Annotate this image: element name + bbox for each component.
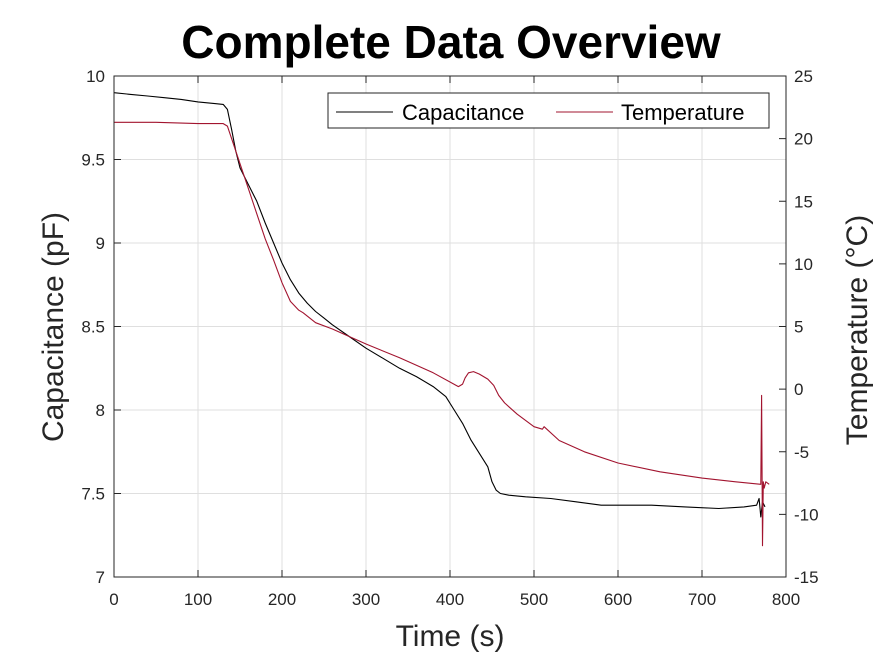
y-right-axis-ticks: -15 -10 -5 0 5 10 15 20 25 (779, 67, 819, 587)
chart-title: Complete Data Overview (181, 16, 721, 68)
y-left-tick-label: 9 (96, 234, 105, 253)
x-axis-ticks: 0 100 200 300 400 500 600 700 800 (109, 76, 800, 609)
x-tick-label: 600 (604, 590, 632, 609)
y-left-tick-label: 8 (96, 401, 105, 420)
x-tick-label: 400 (436, 590, 464, 609)
y-right-tick-label: 15 (794, 192, 813, 211)
legend-label-temperature: Temperature (621, 100, 745, 125)
y-left-tick-label: 9.5 (81, 151, 105, 170)
y-left-tick-label: 7 (96, 568, 105, 587)
x-tick-label: 500 (520, 590, 548, 609)
y-left-tick-label: 10 (86, 67, 105, 86)
y-right-tick-label: 0 (794, 380, 803, 399)
grid (114, 76, 786, 577)
y-right-tick-label: 20 (794, 130, 813, 149)
x-tick-label: 300 (352, 590, 380, 609)
y-right-axis-label: Temperature (°C) (841, 215, 874, 445)
x-tick-label: 700 (688, 590, 716, 609)
y-left-axis-ticks: 7 7.5 8 8.5 9 9.5 10 (81, 67, 121, 587)
x-axis-label: Time (s) (396, 620, 505, 653)
x-tick-label: 0 (109, 590, 118, 609)
legend-box (327, 92, 770, 129)
y-right-tick-label: -10 (794, 505, 819, 524)
y-right-tick-label: 25 (794, 67, 813, 86)
y-left-tick-label: 7.5 (81, 485, 105, 504)
x-tick-label: 100 (184, 590, 212, 609)
x-tick-label: 800 (772, 590, 800, 609)
legend-label-capacitance: Capacitance (402, 100, 524, 125)
y-right-tick-label: 10 (794, 255, 813, 274)
y-left-axis-label: Capacitance (pF) (37, 212, 70, 442)
legend: Capacitance Temperature (327, 92, 770, 129)
series-line-temperature (114, 121, 770, 547)
x-tick-label: 200 (268, 590, 296, 609)
y-right-tick-label: -15 (794, 568, 819, 587)
y-right-tick-label: 5 (794, 318, 803, 337)
series-line-capacitance (113, 92, 766, 518)
series-group (113, 92, 770, 547)
y-right-tick-label: -5 (794, 443, 809, 462)
y-left-tick-label: 8.5 (81, 318, 105, 337)
